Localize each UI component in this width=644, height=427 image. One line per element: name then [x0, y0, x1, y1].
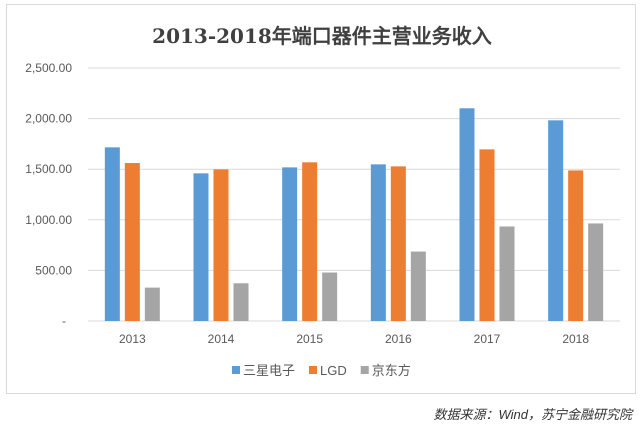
x-tick-label: 2015 — [296, 332, 323, 346]
y-tick-label: 1,000.00 — [25, 213, 72, 227]
x-tick-label: 2018 — [562, 332, 589, 346]
bar-2014-1 — [213, 169, 229, 321]
bar-2015-1 — [302, 162, 318, 321]
chart-frame — [6, 4, 636, 394]
x-tick-label: 2013 — [119, 332, 146, 346]
bar-2015-0 — [282, 167, 298, 321]
legend-swatch — [232, 366, 240, 374]
y-tick-label: 1,500.00 — [25, 162, 72, 176]
bar-2016-0 — [370, 164, 386, 321]
bar-2014-2 — [233, 283, 249, 321]
bar-2018-2 — [588, 223, 604, 321]
x-tick-label: 2014 — [208, 332, 235, 346]
bar-2017-1 — [479, 149, 495, 321]
legend-label: LGD — [320, 363, 347, 378]
bar-2014-0 — [193, 173, 209, 321]
bar-2017-0 — [459, 108, 475, 321]
bar-2013-2 — [144, 287, 160, 321]
chart-title: 2013-2018年端口器件主营业务收入 — [152, 24, 492, 48]
bar-2013-1 — [124, 163, 140, 321]
bar-2013-0 — [104, 147, 120, 321]
bar-2018-0 — [548, 120, 564, 321]
bar-2017-2 — [499, 226, 515, 321]
legend-label: 三星电子 — [243, 363, 295, 378]
y-tick-label: 2,500.00 — [25, 61, 72, 75]
bar-2015-2 — [322, 272, 338, 321]
legend-label: 京东方 — [372, 363, 411, 378]
legend-swatch — [309, 366, 318, 374]
source-note: 数据来源：Wind，苏宁金融研究院 — [433, 407, 632, 422]
y-tick-label: - — [62, 314, 66, 328]
bar-2018-1 — [568, 170, 584, 321]
y-tick-label: 500.00 — [35, 263, 72, 277]
bar-2016-2 — [410, 251, 426, 321]
legend-swatch — [360, 366, 369, 374]
bar-2016-1 — [390, 166, 406, 321]
y-tick-label: 2,000.00 — [25, 112, 72, 126]
x-tick-label: 2017 — [474, 332, 501, 346]
x-tick-label: 2016 — [385, 332, 412, 346]
